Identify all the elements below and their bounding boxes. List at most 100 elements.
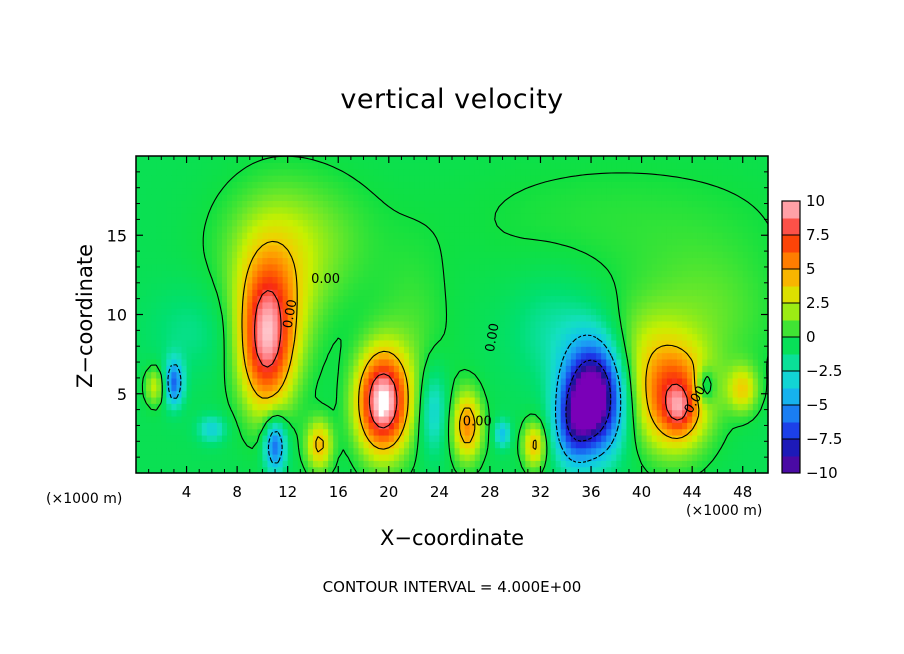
field-cell [191, 327, 198, 335]
field-cell [717, 441, 724, 449]
field-cell [540, 238, 547, 246]
field-cell [469, 276, 476, 284]
field-cell [510, 257, 516, 265]
field-cell [666, 441, 673, 449]
field-cell [727, 377, 734, 385]
field-cell [434, 282, 440, 290]
field-cell [464, 466, 471, 474]
field-cell [181, 422, 188, 430]
field-cell [676, 409, 683, 417]
field-cell [479, 441, 486, 449]
field-cell [591, 282, 597, 290]
field-cell [585, 396, 592, 404]
field-cell [247, 244, 253, 252]
field-cell [489, 339, 496, 347]
field-cell [161, 409, 167, 417]
field-cell [252, 358, 258, 366]
field-cell [424, 377, 430, 385]
field-cell [368, 225, 375, 233]
field-cell [151, 327, 157, 335]
field-cell [211, 371, 218, 379]
field-cell [717, 219, 724, 227]
field-cell [201, 257, 208, 265]
field-cell [388, 346, 395, 354]
field-cell [176, 225, 183, 233]
field-cell [459, 441, 466, 449]
field-cell [676, 352, 683, 360]
field-cell [146, 434, 152, 442]
field-cell [171, 358, 178, 366]
field-cell [545, 339, 552, 347]
field-cell [166, 282, 172, 290]
field-cell [297, 384, 304, 392]
field-cell [591, 371, 597, 379]
field-cell [216, 219, 223, 227]
field-cell [747, 434, 754, 442]
field-cell [262, 447, 269, 455]
field-cell [419, 365, 425, 373]
field-cell [596, 314, 602, 322]
field-cell [489, 466, 496, 474]
field-cell [186, 352, 193, 360]
field-cell [687, 358, 693, 366]
field-cell [156, 333, 162, 341]
field-cell [403, 371, 410, 379]
field-cell [469, 447, 476, 455]
field-cell [348, 320, 355, 328]
field-cell [227, 232, 233, 240]
field-cell [176, 339, 183, 347]
field-cell [232, 289, 238, 297]
field-cell [702, 232, 708, 240]
field-cell [211, 225, 218, 233]
field-cell [676, 282, 683, 290]
field-cell [221, 346, 228, 354]
field-cell [479, 257, 486, 265]
field-cell [747, 301, 754, 309]
field-cell [671, 384, 678, 392]
field-cell [687, 447, 693, 455]
field-cell [697, 447, 703, 455]
field-cell [358, 358, 365, 366]
field-cell [358, 441, 365, 449]
field-cell [292, 308, 299, 316]
field-cell [196, 314, 203, 322]
field-cell [247, 276, 253, 284]
field-cell [206, 460, 213, 468]
field-cell [722, 301, 729, 309]
field-cell [221, 460, 228, 468]
field-cell [393, 365, 400, 373]
field-cell [585, 466, 592, 474]
field-cell [312, 428, 319, 436]
field-cell [151, 365, 157, 373]
field-cell [515, 257, 521, 265]
field-cell [747, 428, 754, 436]
field-cell [161, 422, 167, 430]
field-cell [257, 415, 263, 423]
field-cell [489, 308, 496, 316]
field-cell [520, 346, 526, 354]
field-cell [353, 390, 360, 398]
field-cell [277, 244, 284, 252]
field-cell [277, 232, 284, 240]
field-cell [343, 320, 349, 328]
field-cell [368, 251, 375, 259]
field-cell [606, 371, 612, 379]
field-cell [510, 434, 516, 442]
field-cell [247, 390, 253, 398]
field-cell [682, 396, 688, 404]
field-cell [464, 276, 471, 284]
field-cell [247, 409, 253, 417]
field-cell [505, 415, 511, 423]
field-cell [611, 308, 617, 316]
field-cell [505, 225, 511, 233]
field-cell [500, 276, 506, 284]
field-cell [464, 219, 471, 227]
field-cell [742, 251, 749, 259]
field-cell [282, 441, 289, 449]
field-cell [419, 301, 425, 309]
field-cell [520, 251, 526, 259]
field-cell [272, 276, 279, 284]
field-cell [666, 339, 673, 347]
field-cell [232, 301, 238, 309]
field-cell [429, 422, 435, 430]
